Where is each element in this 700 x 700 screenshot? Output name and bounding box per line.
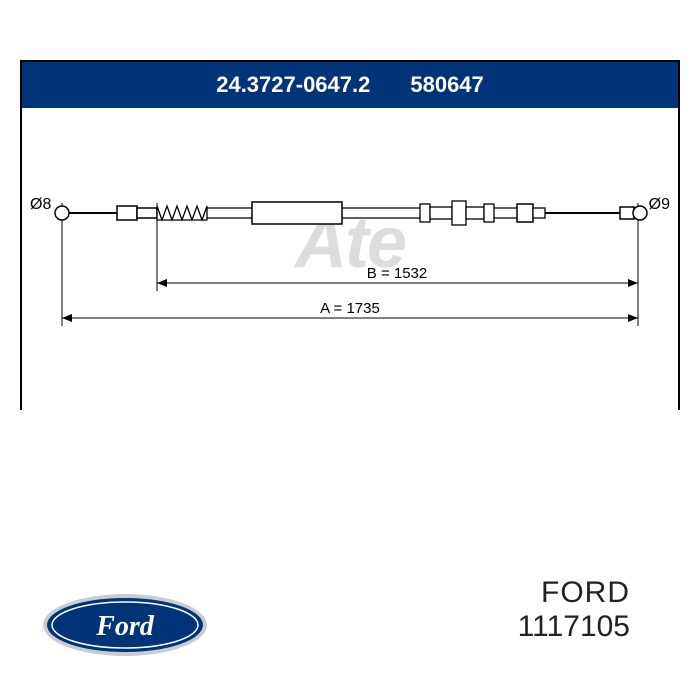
ford-logo: Ford xyxy=(40,591,210,659)
header-ref-2: 580647 xyxy=(410,72,483,98)
drawing-area: Ate Ø8 Ø9 xyxy=(22,108,678,410)
dim-a-text: A = 1735 xyxy=(320,300,380,317)
ford-logo-text: Ford xyxy=(95,611,155,642)
brand-label: FORD xyxy=(518,576,630,610)
part-number: 1117105 xyxy=(518,610,630,644)
dim-b-text: B = 1532 xyxy=(367,265,427,282)
footer-text: FORD 1117105 xyxy=(518,576,660,644)
header-bar: 24.3727-0647.2 580647 xyxy=(22,62,678,108)
footer: Ford FORD 1117105 xyxy=(0,520,700,700)
cable-diagram: B = 1532 A = 1735 xyxy=(22,108,678,408)
header-ref-1: 24.3727-0647.2 xyxy=(216,72,370,98)
diagram-frame: 24.3727-0647.2 580647 Ate Ø8 Ø9 xyxy=(20,60,680,410)
